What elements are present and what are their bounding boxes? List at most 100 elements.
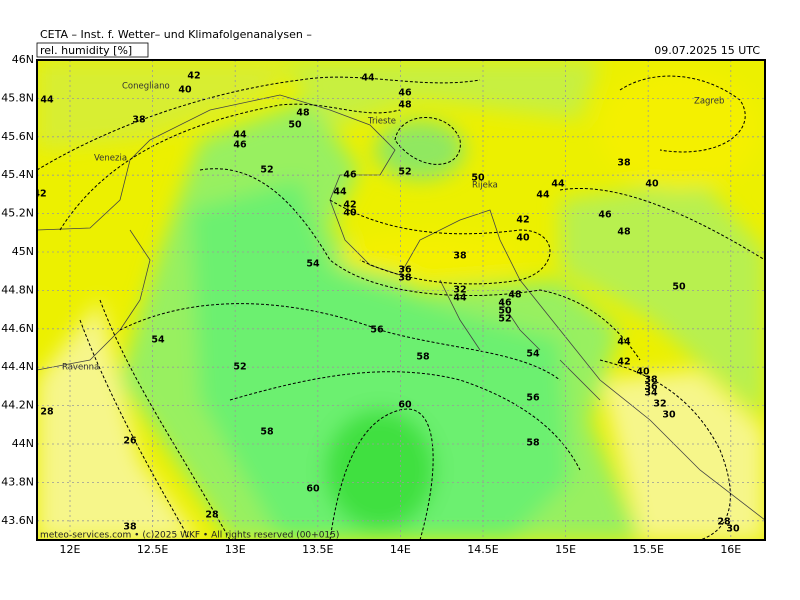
contour-label: 60 — [306, 484, 320, 495]
contour-label: 32 — [653, 399, 666, 410]
field-shading — [37, 60, 765, 540]
contour-label: 44 — [536, 190, 550, 201]
contour-label: 46 — [598, 210, 612, 221]
contour-label: 42 — [617, 357, 630, 368]
contour-label: 38 — [132, 115, 146, 126]
field-area — [340, 233, 520, 277]
parameter-label: rel. humidity [%] — [40, 44, 132, 57]
footer-copyright: meteo-services.com • (c)2025 WKF • All r… — [40, 531, 339, 541]
city-label: Ravenna — [62, 363, 99, 373]
contour-label: 44 — [361, 73, 375, 84]
contour-label: 28 — [717, 517, 731, 528]
contour-label: 40 — [645, 179, 659, 190]
contour-label: 58 — [260, 427, 274, 438]
contour-label: 52 — [233, 362, 246, 373]
contour-label: 44 — [40, 95, 54, 106]
contour-label: 30 — [662, 410, 676, 421]
contour-line — [37, 76, 481, 171]
contour-line — [229, 371, 581, 471]
contour-line — [559, 187, 765, 261]
city-label: Conegliano — [122, 82, 170, 92]
contour-label: 46 — [343, 170, 357, 181]
lat-label: 43.8N — [1, 475, 34, 488]
map-labels: Conegliano Venezia Trieste Rijeka Zagreb Rave… — [33, 71, 740, 535]
contour-label: 34 — [644, 388, 658, 399]
contour-label: 52 — [260, 165, 273, 176]
field-area — [190, 180, 570, 540]
contour-label: 42 — [187, 71, 200, 82]
lon-label: 16E — [720, 543, 741, 556]
field-area — [375, 120, 465, 180]
lat-label: 45.8N — [1, 91, 34, 104]
lat-label: 46N — [12, 53, 34, 66]
contour-line — [99, 299, 231, 540]
contour-label: 32 — [453, 285, 466, 296]
contour-label: 42 — [516, 215, 529, 226]
contour-label: 38 — [453, 251, 467, 262]
lon-label: 15E — [555, 543, 576, 556]
city-label: Venezia — [94, 154, 127, 164]
contour-line — [394, 117, 461, 165]
lon-label: 15.5E — [632, 543, 663, 556]
field-area — [37, 60, 300, 150]
contour-label: 42 — [33, 189, 46, 200]
lat-label: 44.8N — [1, 283, 34, 296]
contour-line — [119, 303, 561, 381]
field-area — [600, 70, 760, 190]
contour-line — [79, 319, 191, 540]
city-label: Trieste — [367, 117, 396, 127]
lat-label: 44.6N — [1, 322, 34, 335]
contour-label: 46 — [498, 298, 512, 309]
lat-label: 45N — [12, 245, 34, 258]
contour-label: 40 — [636, 367, 650, 378]
contour-label: 54 — [151, 335, 165, 346]
contour-label: 50 — [288, 120, 302, 131]
contour-label: 38 — [644, 375, 658, 386]
contour-label: 42 — [343, 200, 356, 211]
contour-label: 44 — [233, 130, 247, 141]
lat-label: 43.6N — [1, 514, 34, 527]
contour-line — [329, 408, 434, 540]
contour-label: 48 — [398, 100, 412, 111]
lat-label: 44.2N — [1, 399, 34, 412]
coastlines — [37, 94, 765, 521]
lat-label: 44N — [12, 437, 34, 450]
lon-label: 13.5E — [302, 543, 333, 556]
contour-label: 36 — [398, 265, 412, 276]
lat-label: 45.4N — [1, 168, 34, 181]
lon-label: 12E — [60, 543, 81, 556]
contour-line — [59, 103, 401, 231]
contour-label: 50 — [471, 173, 485, 184]
valid-time: 09.07.2025 15 UTC — [654, 44, 760, 57]
lon-label: 13E — [225, 543, 246, 556]
contour-label: 50 — [498, 306, 512, 317]
lon-label: 14.5E — [467, 543, 498, 556]
contour-label: 58 — [416, 352, 430, 363]
contour-label: 40 — [178, 85, 192, 96]
contour-line — [599, 359, 731, 540]
lon-label: 14E — [390, 543, 411, 556]
coastline — [37, 229, 151, 371]
contour-label: 54 — [306, 259, 320, 270]
city-label: Rijeka — [472, 181, 498, 191]
coastline — [37, 94, 765, 521]
contour-label: 38 — [123, 522, 137, 533]
contour-label: 58 — [526, 438, 540, 449]
contour-label: 30 — [726, 524, 740, 535]
contour-label: 44 — [617, 337, 631, 348]
coastline — [439, 279, 601, 401]
lat-label: 45.2N — [1, 207, 34, 220]
contour-label: 44 — [453, 293, 467, 304]
city-label: Zagreb — [694, 97, 724, 107]
contours — [37, 75, 765, 540]
contour-label: 54 — [526, 349, 540, 360]
map-frame — [36, 59, 766, 541]
lon-label: 12.5E — [137, 543, 168, 556]
lat-label: 45.6N — [1, 130, 34, 143]
contour-label: 38 — [617, 158, 631, 169]
contour-label: 26 — [123, 436, 137, 447]
contour-line — [329, 199, 551, 285]
contour-label: 28 — [40, 407, 54, 418]
graticule — [37, 60, 765, 540]
